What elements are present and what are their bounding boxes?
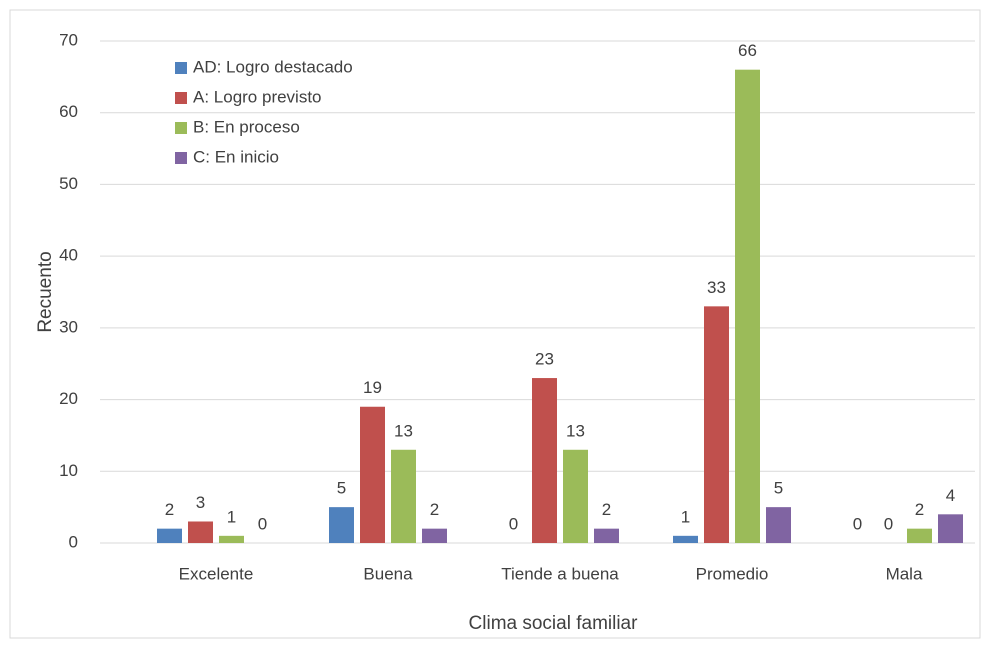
bar [766,507,791,543]
data-label: 13 [566,421,585,440]
bar [563,449,588,543]
bar [673,535,698,543]
data-label: 33 [707,278,726,297]
bar [219,535,244,543]
x-tick-label: Mala [886,564,923,583]
bar [188,521,213,543]
bar [907,528,932,543]
bar [594,528,619,543]
y-tick-label: 0 [69,532,78,551]
data-label: 2 [915,500,924,519]
y-tick-label: 70 [59,30,78,49]
x-tick-label: Tiende a buena [501,564,619,583]
legend-label: C: En inicio [193,147,279,166]
data-label: 5 [774,479,783,498]
chart-border [9,9,981,639]
y-tick-label: 40 [59,246,78,265]
y-axis-title: Recuento [35,251,56,332]
data-label: 1 [681,507,690,526]
y-tick-label: 30 [59,317,78,336]
bar [422,528,447,543]
data-label: 2 [430,500,439,519]
y-tick-label: 20 [59,389,78,408]
legend-label: A: Logro previsto [193,87,322,106]
y-tick-label: 60 [59,102,78,121]
data-label: 0 [258,514,267,533]
legend-swatch [175,122,187,134]
bar [938,514,963,543]
legend-label: AD: Logro destacado [193,57,353,76]
x-tick-label: Excelente [179,564,254,583]
x-axis-title: Clima social familiar [469,613,639,634]
bar [704,306,729,543]
bar [329,507,354,543]
legend-swatch [175,62,187,74]
bar [532,378,557,543]
y-tick-label: 50 [59,174,78,193]
bar [735,69,760,543]
data-label: 4 [946,486,955,505]
legend-label: B: En proceso [193,117,300,136]
data-label: 19 [363,378,382,397]
data-label: 2 [165,500,174,519]
legend-swatch [175,92,187,104]
data-label: 3 [196,493,205,512]
data-label: 0 [509,514,518,533]
bar [157,528,182,543]
data-label: 13 [394,421,413,440]
x-tick-label: Promedio [696,564,769,583]
legend-swatch [175,152,187,164]
x-tick-label: Buena [363,564,413,583]
data-label: 23 [535,350,554,369]
data-label: 1 [227,507,236,526]
data-label: 66 [738,41,757,60]
bar [391,449,416,543]
bar [360,406,385,543]
y-tick-label: 10 [59,461,78,480]
data-label: 2 [602,500,611,519]
data-label: 0 [853,514,862,533]
data-label: 0 [884,514,893,533]
data-label: 5 [337,479,346,498]
